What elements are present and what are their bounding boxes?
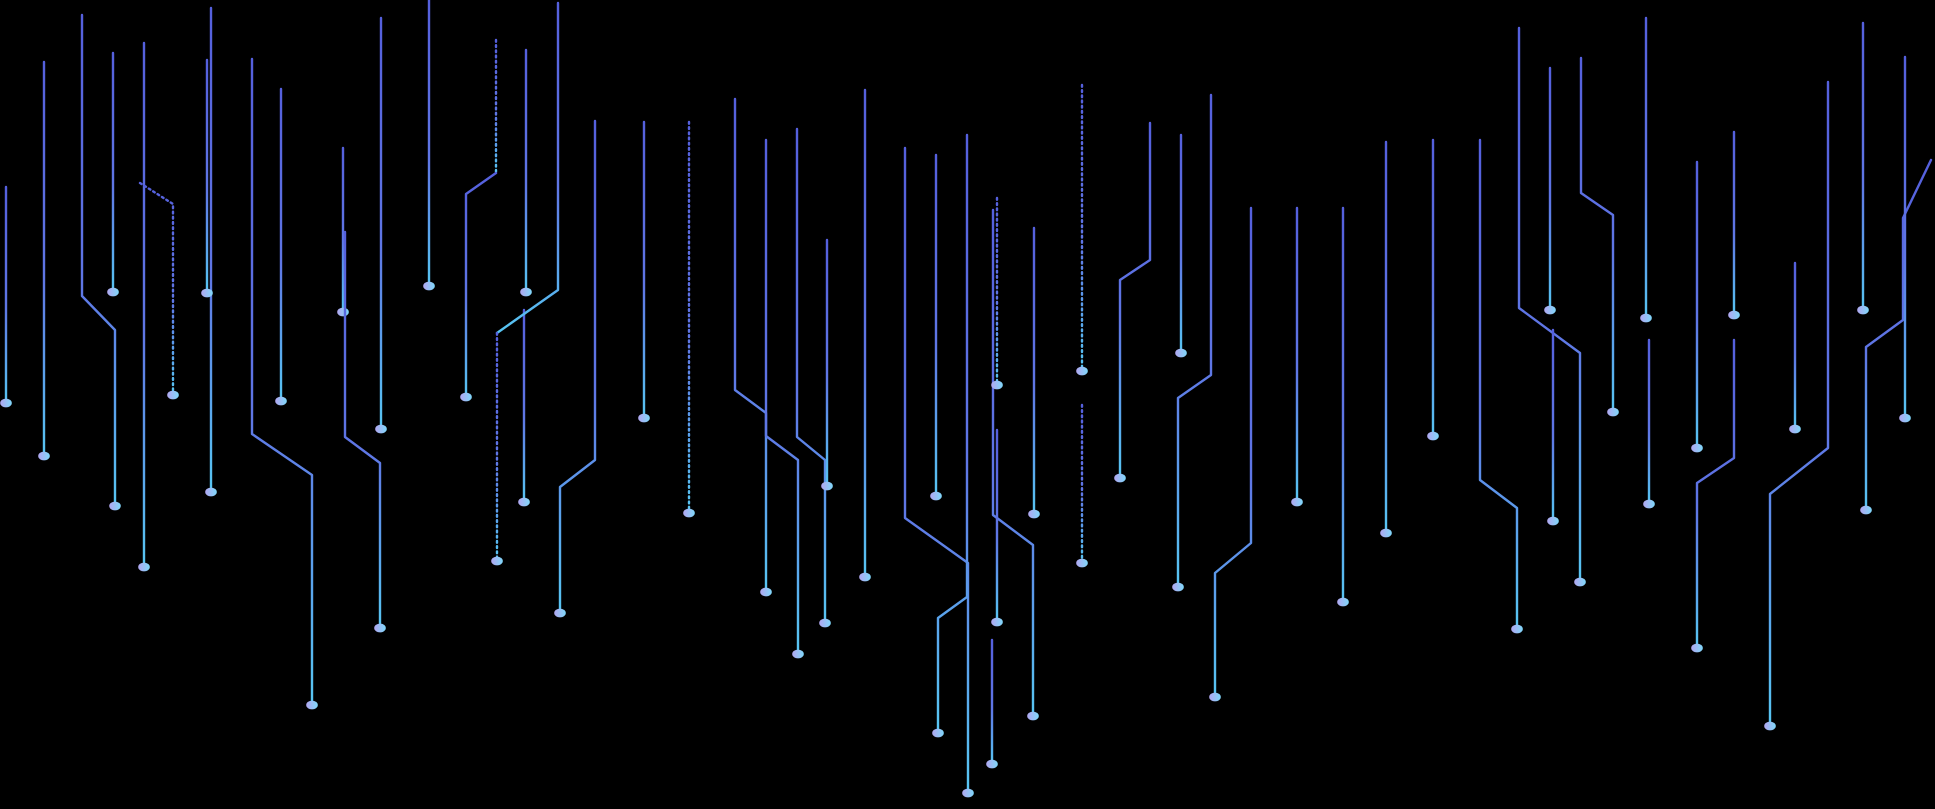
circuit-line bbox=[764, 138, 800, 656]
line-end-dot bbox=[1209, 692, 1221, 702]
circuit-line bbox=[80, 13, 117, 508]
line-end-dot bbox=[962, 788, 974, 798]
line-end-dot bbox=[1337, 597, 1349, 607]
line-end-dot bbox=[38, 451, 50, 461]
line-end-dot bbox=[520, 287, 532, 297]
line-end-dot bbox=[491, 556, 503, 566]
line-end-dot bbox=[1789, 424, 1801, 434]
line-end-dot bbox=[1172, 582, 1184, 592]
line-end-dot bbox=[1643, 499, 1655, 509]
circuit-line bbox=[138, 181, 175, 397]
line-end-dot bbox=[930, 491, 942, 501]
line-end-dot bbox=[1857, 305, 1869, 315]
line-end-dot bbox=[1640, 313, 1652, 323]
circuit-line bbox=[343, 230, 382, 630]
line-end-dot bbox=[1899, 413, 1911, 423]
line-end-dot bbox=[819, 618, 831, 628]
circuit-line bbox=[1695, 338, 1736, 650]
line-end-dot bbox=[1574, 577, 1586, 587]
circuit-line bbox=[795, 127, 827, 625]
circuit-line bbox=[464, 171, 498, 399]
line-end-dot bbox=[1547, 516, 1559, 526]
circuit-line bbox=[1768, 80, 1830, 728]
line-end-dot bbox=[1076, 366, 1088, 376]
line-end-dot bbox=[1028, 509, 1040, 519]
line-end-dot bbox=[991, 380, 1003, 390]
circuit-line bbox=[1478, 138, 1519, 631]
line-end-dot bbox=[1691, 443, 1703, 453]
circuit-line bbox=[1517, 26, 1582, 584]
line-end-dot bbox=[683, 508, 695, 518]
line-end-dot bbox=[1175, 348, 1187, 358]
line-end-dot bbox=[821, 481, 833, 491]
line-end-dot bbox=[1691, 643, 1703, 653]
line-end-dot bbox=[859, 572, 871, 582]
line-end-dot bbox=[0, 398, 12, 408]
line-end-dot bbox=[201, 288, 213, 298]
circuit-line bbox=[1579, 56, 1615, 414]
line-end-dot bbox=[306, 700, 318, 710]
line-end-dot bbox=[460, 392, 472, 402]
line-end-dot bbox=[1291, 497, 1303, 507]
line-end-dot bbox=[375, 424, 387, 434]
circuit-line bbox=[991, 208, 1035, 718]
line-end-dot bbox=[275, 396, 287, 406]
line-end-dot bbox=[1544, 305, 1556, 315]
circuit-line bbox=[936, 133, 969, 735]
line-end-dot bbox=[423, 281, 435, 291]
line-end-dot bbox=[167, 390, 179, 400]
line-end-dot bbox=[986, 759, 998, 769]
circuit-line bbox=[558, 119, 597, 615]
line-end-dot bbox=[107, 287, 119, 297]
line-end-dot bbox=[1114, 473, 1126, 483]
line-end-dot bbox=[638, 413, 650, 423]
circuit-line bbox=[1213, 206, 1253, 699]
line-end-dot bbox=[337, 307, 349, 317]
line-end-dot bbox=[1860, 505, 1872, 515]
circuit-line bbox=[733, 97, 768, 594]
line-end-dot bbox=[1027, 711, 1039, 721]
line-end-dot bbox=[1427, 431, 1439, 441]
line-end-dot bbox=[1511, 624, 1523, 634]
circuit-line bbox=[495, 1, 560, 335]
line-end-dot bbox=[1380, 528, 1392, 538]
circuit-line bbox=[903, 146, 970, 795]
line-end-dot bbox=[554, 608, 566, 618]
line-end-dot bbox=[1728, 310, 1740, 320]
line-end-dot bbox=[991, 617, 1003, 627]
line-end-dot bbox=[518, 497, 530, 507]
line-end-dot bbox=[138, 562, 150, 572]
circuit-line bbox=[1176, 93, 1213, 589]
circuit-line bbox=[1118, 121, 1152, 480]
line-end-dot bbox=[932, 728, 944, 738]
line-end-dot bbox=[1076, 558, 1088, 568]
line-end-dot bbox=[792, 649, 804, 659]
line-end-dot bbox=[374, 623, 386, 633]
line-end-dot bbox=[1607, 407, 1619, 417]
circuit-line bbox=[1864, 158, 1933, 512]
line-end-dot bbox=[1764, 721, 1776, 731]
circuit-line bbox=[250, 57, 314, 707]
line-end-dot bbox=[109, 501, 121, 511]
line-end-dot bbox=[205, 487, 217, 497]
line-end-dot bbox=[760, 587, 772, 597]
